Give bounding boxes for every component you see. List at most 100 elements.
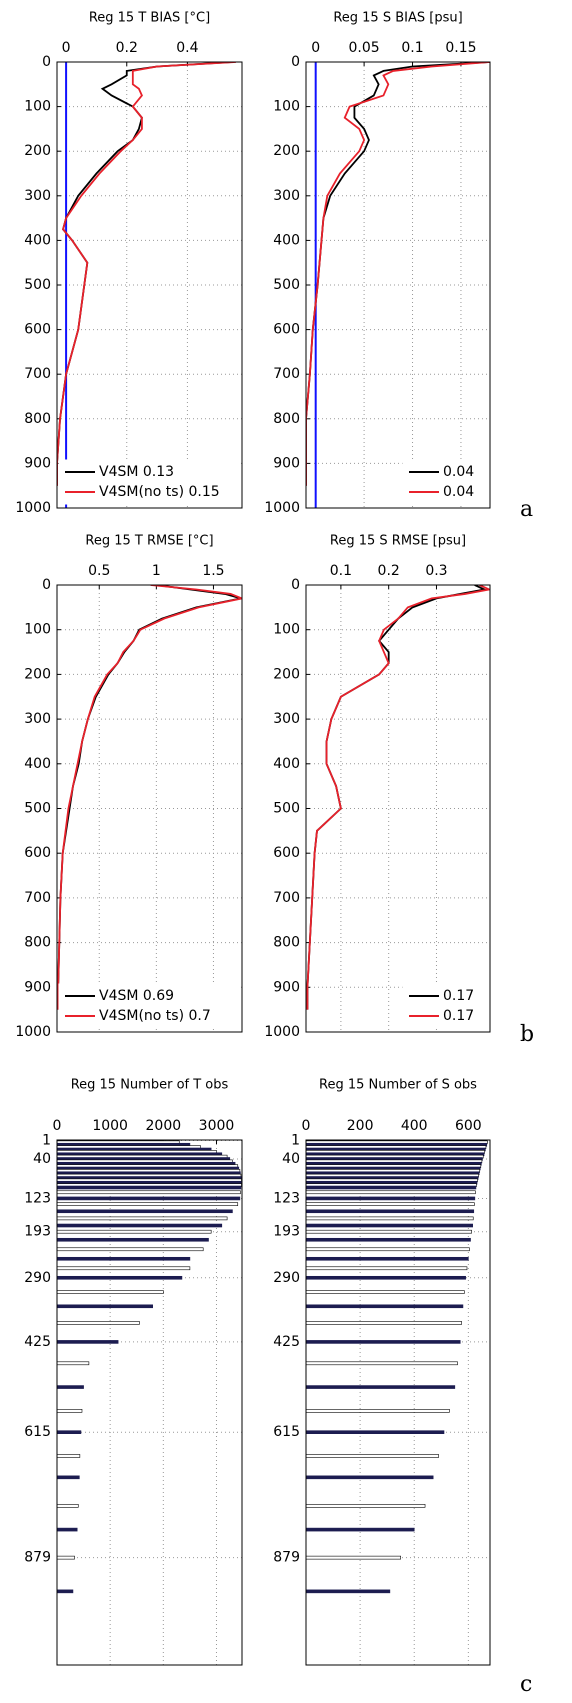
bar xyxy=(306,1275,466,1280)
bar xyxy=(306,1527,415,1532)
y-tick-label: 615 xyxy=(24,1424,51,1440)
y-tick-label: 700 xyxy=(273,890,300,906)
x-tick-label: 0 xyxy=(302,1118,311,1134)
bar xyxy=(306,1589,391,1594)
legend-label: 0.17 xyxy=(443,988,474,1004)
plot-area xyxy=(306,1140,488,1594)
y-tick-label: 290 xyxy=(273,1270,300,1286)
y-tick-label: 300 xyxy=(24,188,51,204)
bar xyxy=(57,1555,75,1560)
x-tick-label: 0.2 xyxy=(116,40,138,56)
bar xyxy=(306,1409,450,1413)
y-tick-label: 1000 xyxy=(264,1024,300,1040)
y-tick-label: 0 xyxy=(291,54,300,70)
y-tick-label: 500 xyxy=(24,801,51,817)
x-tick-label: 400 xyxy=(401,1118,428,1134)
legend-label: 0.04 xyxy=(443,484,474,500)
axes-frame xyxy=(305,61,491,509)
x-tick-label: 0.1 xyxy=(401,40,423,56)
bar xyxy=(57,1223,223,1228)
axes-frame xyxy=(305,584,491,1033)
bar xyxy=(57,1229,212,1234)
bar xyxy=(57,1237,209,1242)
legend-box xyxy=(402,459,488,505)
y-tick-label: 200 xyxy=(273,143,300,159)
y-tick-label: 800 xyxy=(24,411,51,427)
bar xyxy=(57,1247,204,1252)
y-tick-label: 879 xyxy=(24,1550,51,1566)
x-tick-label: 0.2 xyxy=(378,563,400,579)
y-tick-label: 600 xyxy=(24,845,51,861)
plot-area xyxy=(57,1140,242,1594)
bar xyxy=(57,1202,239,1206)
bar xyxy=(306,1475,434,1480)
x-tick-label: 200 xyxy=(347,1118,374,1134)
chart-title: Reg 15 Number of T obs xyxy=(71,1078,229,1093)
y-tick-label: 400 xyxy=(273,756,300,772)
chart-title: Reg 15 T RMSE [°C] xyxy=(85,534,213,549)
x-tick-label: 2000 xyxy=(146,1118,182,1134)
bar xyxy=(57,1589,74,1594)
bar xyxy=(57,1275,183,1280)
bar xyxy=(306,1304,464,1309)
y-tick-label: 1000 xyxy=(15,500,51,516)
bar xyxy=(57,1361,90,1366)
y-tick-label: 900 xyxy=(273,979,300,995)
y-tick-label: 0 xyxy=(291,577,300,593)
axes-frame xyxy=(56,61,243,509)
y-tick-label: 40 xyxy=(33,1151,51,1167)
x-tick-label: 0 xyxy=(62,40,71,56)
axes-frame xyxy=(56,1139,243,1666)
bar xyxy=(306,1196,476,1201)
y-tick-label: 100 xyxy=(273,99,300,115)
y-tick-label: 700 xyxy=(24,890,51,906)
bar xyxy=(306,1256,469,1261)
chart-title: Reg 15 S RMSE [psu] xyxy=(330,534,466,549)
bar xyxy=(306,1190,476,1195)
y-tick-label: 600 xyxy=(24,322,51,338)
plot-area xyxy=(306,62,490,508)
bar xyxy=(57,1385,84,1389)
y-tick-label: 400 xyxy=(24,232,51,248)
bar xyxy=(306,1361,458,1366)
bar xyxy=(57,1266,191,1271)
plot-area xyxy=(57,62,236,508)
bar xyxy=(57,1256,191,1261)
y-tick-label: 200 xyxy=(24,143,51,159)
bar xyxy=(57,1290,164,1294)
x-tick-label: 0 xyxy=(311,40,320,56)
y-tick-label: 900 xyxy=(24,455,51,471)
y-tick-label: 500 xyxy=(24,277,51,293)
y-tick-label: 425 xyxy=(273,1334,300,1350)
legend-box xyxy=(58,983,240,1029)
bar xyxy=(306,1555,402,1560)
y-tick-label: 100 xyxy=(24,622,51,638)
legend-box xyxy=(402,983,488,1029)
legend-label: V4SM 0.13 xyxy=(99,464,174,480)
panel-label: c xyxy=(520,1672,532,1697)
y-tick-label: 600 xyxy=(273,322,300,338)
x-tick-label: 1.5 xyxy=(202,563,224,579)
bar xyxy=(306,1430,445,1434)
legend-box xyxy=(58,459,240,505)
plot-area xyxy=(306,585,490,1010)
x-tick-label: 0.05 xyxy=(349,40,380,56)
bar xyxy=(57,1209,233,1214)
y-tick-label: 425 xyxy=(24,1334,51,1350)
y-tick-label: 200 xyxy=(24,666,51,682)
y-tick-label: 40 xyxy=(282,1151,300,1167)
bar xyxy=(57,1196,241,1201)
bar xyxy=(57,1190,241,1195)
bar xyxy=(57,1504,79,1508)
y-tick-label: 800 xyxy=(273,935,300,951)
chart-title: Reg 15 T BIAS [°C] xyxy=(89,11,210,26)
y-tick-label: 900 xyxy=(273,455,300,471)
axes-frame xyxy=(56,584,243,1033)
y-tick-label: 879 xyxy=(273,1550,300,1566)
y-tick-label: 615 xyxy=(273,1424,300,1440)
x-tick-label: 0 xyxy=(53,1118,62,1134)
chart-title: Reg 15 S BIAS [psu] xyxy=(333,11,462,26)
legend-label: 0.04 xyxy=(443,464,474,480)
profile-line xyxy=(57,585,242,1010)
y-tick-label: 700 xyxy=(24,366,51,382)
